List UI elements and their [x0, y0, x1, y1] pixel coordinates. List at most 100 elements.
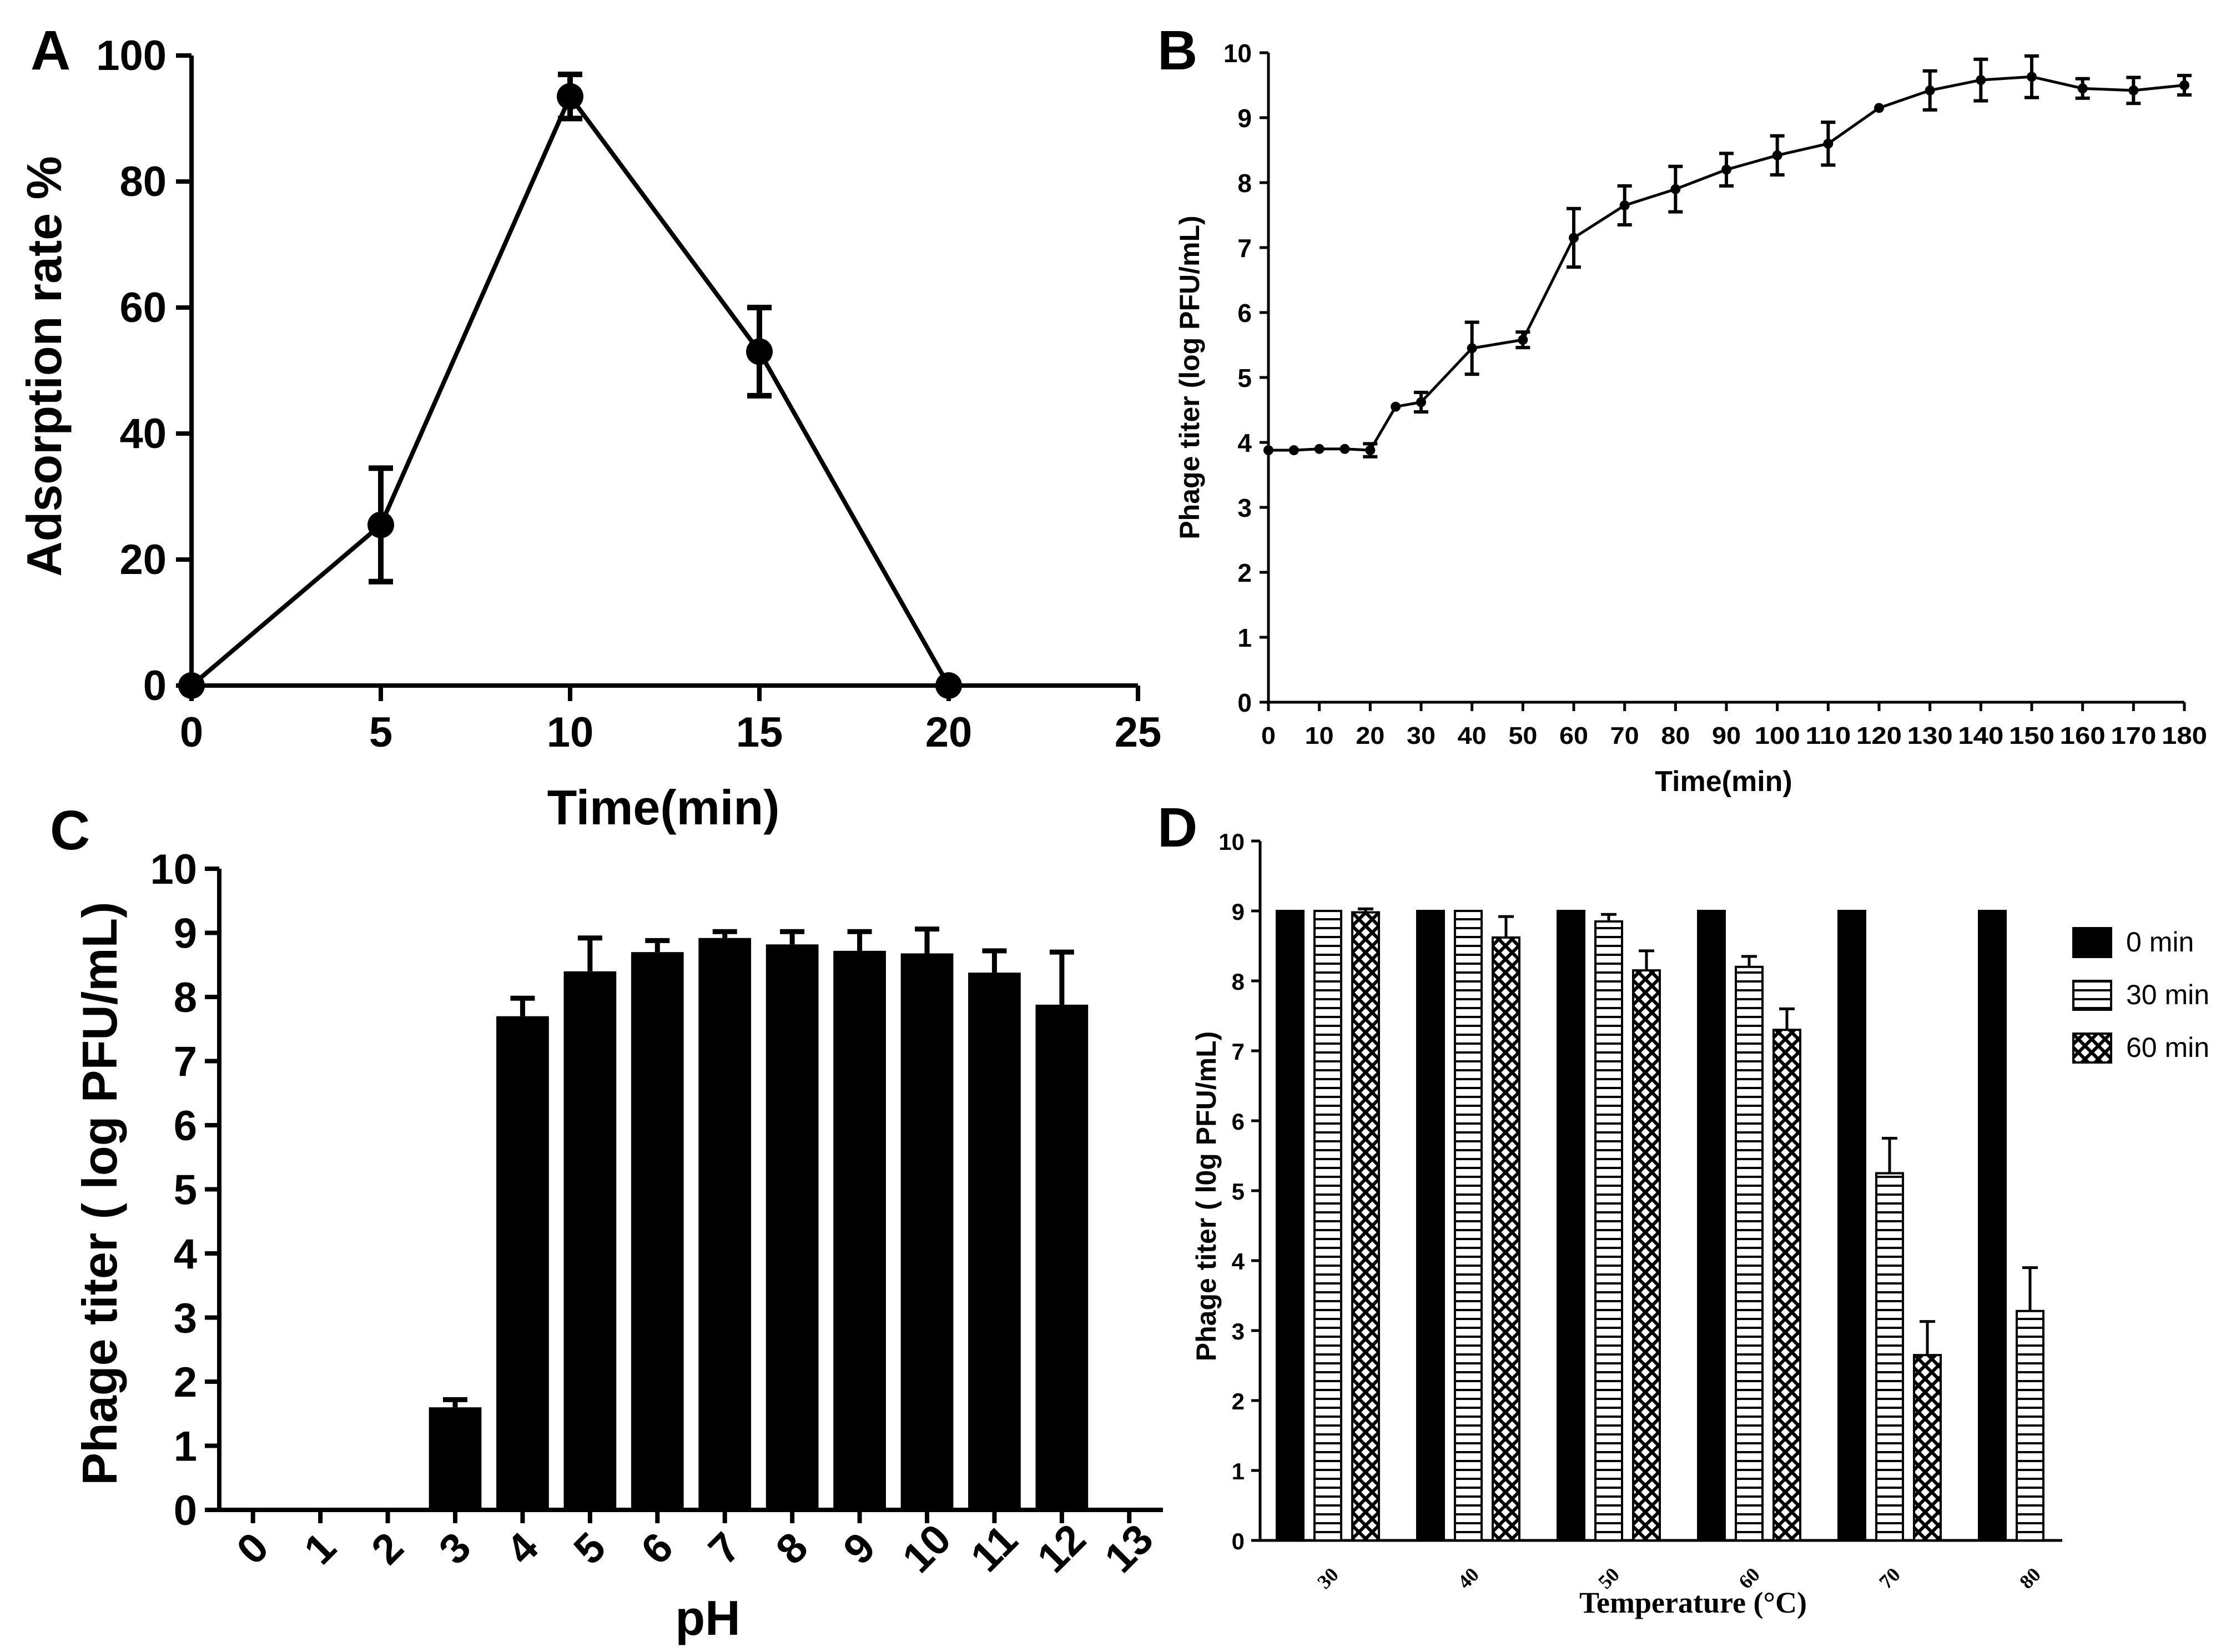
panel-c-bar — [631, 952, 684, 1510]
panel-b-data-point — [2128, 85, 2139, 95]
panel-b-x-tick-label: 180 — [2162, 722, 2207, 749]
panel-d-y-tick-label: 3 — [1232, 1318, 1245, 1344]
panel-b-data-point — [1874, 103, 1884, 113]
panel-a-x-tick-label: 20 — [925, 709, 973, 756]
panel-d-x-tick-label: 40 — [1453, 1563, 1483, 1593]
panel-b-data-point — [1772, 150, 1782, 160]
panel-d-bar — [1837, 910, 1866, 1542]
panel-c-bar — [496, 1016, 549, 1510]
panel-d-legend-swatch — [2072, 927, 2112, 958]
panel-d-bar — [1697, 910, 1726, 1542]
panel-b-data-point — [1721, 164, 1731, 175]
panel-b-x-tick-label: 130 — [1907, 722, 1953, 749]
panel-c-y-tick-label: 7 — [174, 1039, 197, 1086]
panel-a-x-tick-label: 25 — [1115, 709, 1162, 756]
panel-b-data-point — [1569, 233, 1579, 243]
panel-c-x-tick-label: 1 — [295, 1524, 345, 1574]
panel-d-legend-label: 60 min — [2126, 1032, 2209, 1063]
panel-b-y-axis-label: Phage titer (log PFU/mL) — [1174, 215, 1205, 539]
panel-c-x-tick-label: 5 — [565, 1524, 615, 1574]
panel-c-bar — [698, 938, 752, 1510]
panel-b-x-tick-label: 0 — [1261, 722, 1276, 749]
panel-c-x-tick-label: 7 — [699, 1524, 749, 1574]
panel-a-chart: Adsorption rate % Time(min) 020406080100… — [17, 32, 1161, 835]
panel-a-data-point — [557, 83, 583, 110]
panel-d-y-axis-label: Phage titer ( l0g PFU/mL) — [1191, 1031, 1222, 1362]
panel-b-x-tick-label: 10 — [1305, 722, 1334, 749]
panel-c-y-tick-label: 3 — [174, 1295, 197, 1342]
panel-b-x-axis-label: Time(min) — [1655, 765, 1792, 798]
panel-c-y-tick-label: 9 — [174, 910, 197, 958]
panel-b-data-point — [2077, 83, 2088, 94]
panel-a-data-point — [746, 338, 773, 365]
panel-b-y-tick-label: 9 — [1237, 104, 1252, 133]
panel-b-data-point — [1416, 397, 1426, 407]
panel-d-legend-swatch — [2072, 1032, 2112, 1064]
panel-b-data-point — [1823, 138, 1834, 149]
panel-d-y-tick-label: 0 — [1232, 1528, 1245, 1554]
panel-letter-d: D — [1157, 797, 1197, 859]
panel-b-data-point — [1314, 444, 1325, 454]
panel-a-y-tick-label: 80 — [119, 158, 167, 205]
panel-d-bar — [2016, 1309, 2044, 1542]
panel-d-legend-label: 30 min — [2126, 979, 2209, 1010]
panel-c-bar — [968, 973, 1021, 1510]
panel-a-x-tick-label: 10 — [547, 709, 594, 756]
panel-b-x-tick-label: 140 — [1958, 722, 2003, 749]
panel-b-x-tick-label: 20 — [1356, 722, 1384, 749]
panel-c-x-tick-label: 0 — [228, 1524, 278, 1574]
panel-a-data-point — [935, 672, 962, 699]
panel-d-x-axis-label: Temperature (°C) — [1579, 1586, 1807, 1619]
panel-b-data-point — [1391, 401, 1401, 412]
panel-a-series-line — [190, 94, 951, 688]
panel-c-y-tick-label: 2 — [174, 1359, 197, 1406]
panel-c-x-tick-label: 12 — [1029, 1515, 1095, 1582]
panel-b-data-point — [2027, 72, 2037, 82]
panel-b-x-tick-label: 110 — [1805, 722, 1851, 749]
panel-d-bar — [1557, 910, 1585, 1542]
panel-d-x-tick-label: 30 — [1313, 1563, 1343, 1593]
panel-b-x-tick-label: 100 — [1755, 722, 1800, 749]
panel-b-x-tick-label: 30 — [1407, 722, 1436, 749]
panel-d-bar — [1594, 920, 1623, 1542]
panel-b-x-tick-label: 90 — [1712, 722, 1741, 749]
panel-c-y-tick-label: 5 — [174, 1167, 197, 1214]
panel-d-y-tick-label: 7 — [1232, 1039, 1245, 1065]
panel-d-legend-swatch — [2072, 980, 2112, 1011]
panel-b-x-tick-label: 170 — [2111, 722, 2156, 749]
panel-b-data-point — [1365, 445, 1376, 456]
panel-b-y-tick-label: 3 — [1237, 493, 1252, 522]
panel-d-bar — [1772, 1029, 1801, 1542]
panel-b-data-point — [1925, 85, 1935, 95]
panel-a-data-point — [178, 672, 205, 699]
panel-d-bar — [1351, 911, 1380, 1542]
panel-c-bar — [766, 944, 819, 1510]
panel-c-y-tick-label: 1 — [174, 1423, 197, 1470]
panel-a-x-tick-label: 5 — [369, 709, 392, 756]
panel-a-y-tick-label: 0 — [143, 662, 167, 709]
panel-b-chart: Phage titer (log PFU/mL) Time(min) 0 1 2 3 4… — [1174, 39, 2207, 798]
panel-c-y-tick-label: 0 — [174, 1487, 197, 1534]
panel-c-x-axis-label: pH — [675, 1590, 740, 1645]
panel-c-bar — [900, 953, 954, 1510]
panel-b-y-tick-label: 7 — [1237, 234, 1252, 263]
panel-a-x-axis-label: Time(min) — [547, 780, 780, 835]
panel-d-x-tick-label: 70 — [1875, 1563, 1905, 1593]
panel-d-y-tick-label: 10 — [1218, 829, 1245, 855]
panel-c-y-tick-label: 4 — [174, 1231, 197, 1278]
panel-b-data-point — [1518, 335, 1528, 345]
panel-b-series-line — [1268, 75, 2185, 452]
panel-d-legend-label: 0 min — [2126, 926, 2194, 958]
panel-d-y-tick-label: 8 — [1232, 969, 1245, 995]
panel-d-x-tick-label: 80 — [2015, 1563, 2045, 1593]
panel-b-y-tick-label: 1 — [1237, 623, 1252, 652]
panel-b-data-point — [1263, 445, 1273, 456]
panel-a-data-point — [367, 511, 394, 538]
panel-d-y-tick-label: 9 — [1232, 899, 1245, 925]
panel-d-bar — [1454, 910, 1483, 1542]
panel-d-y-tick-label: 6 — [1232, 1109, 1245, 1135]
panel-b-x-tick-label: 70 — [1610, 722, 1639, 749]
panel-a-x-tick-label: 0 — [180, 709, 203, 756]
panel-c-chart: Phage titer ( log PFU/mL) pH 01234567891… — [72, 846, 1163, 1645]
